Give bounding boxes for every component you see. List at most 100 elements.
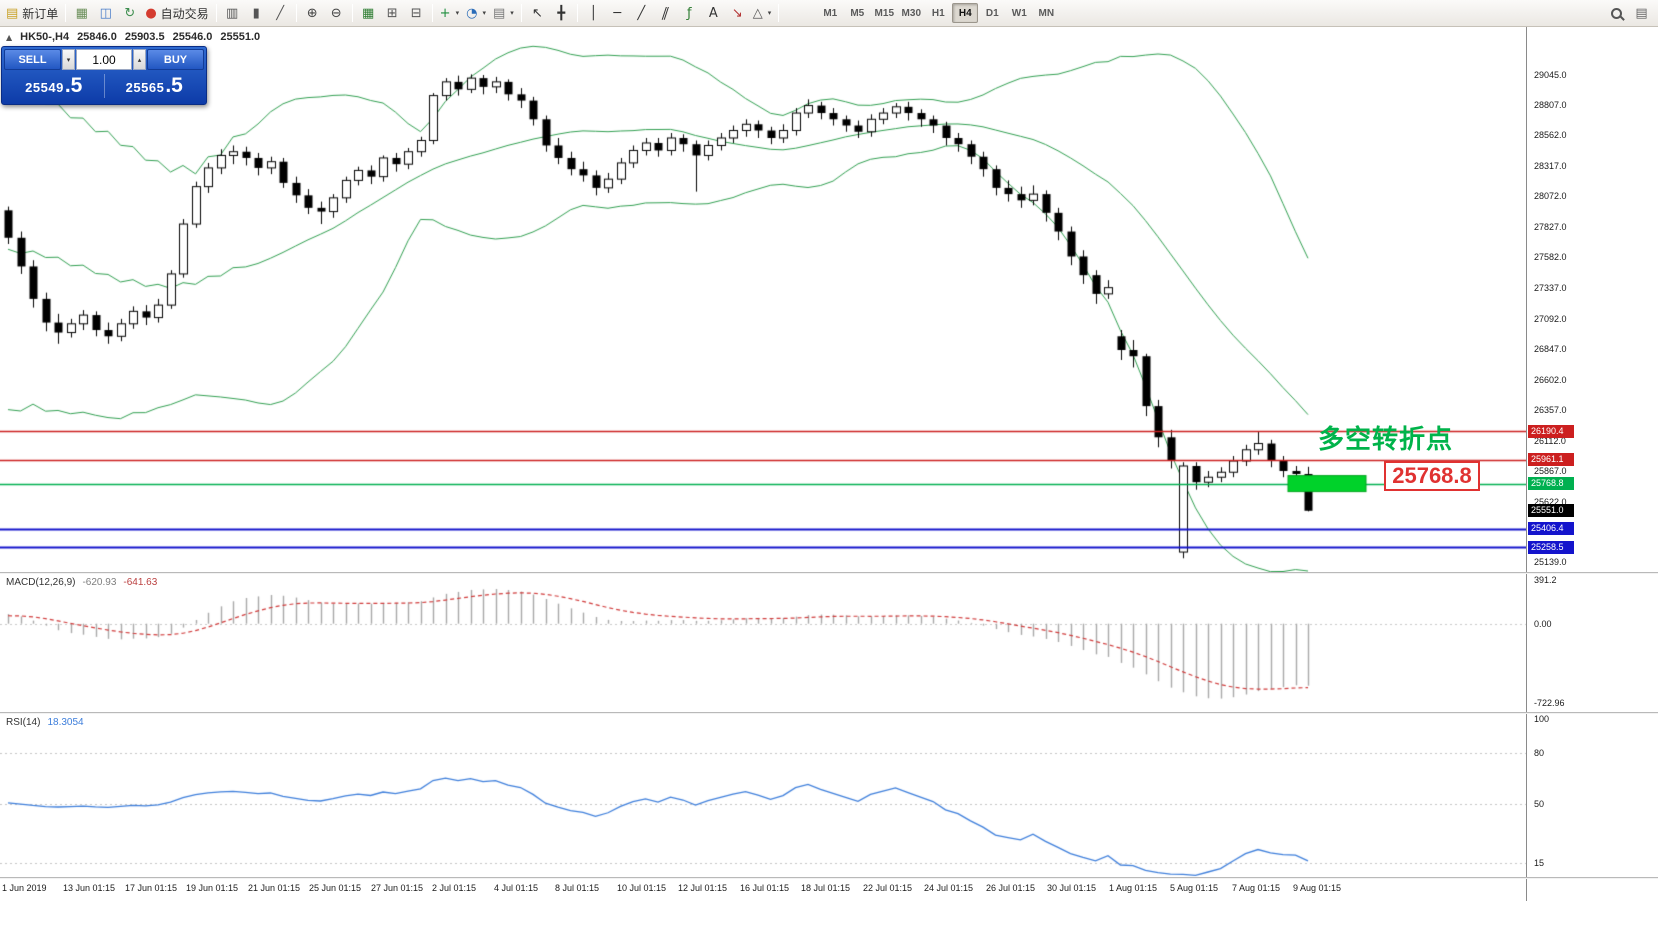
- volume-up-button[interactable]: ▴: [133, 49, 146, 70]
- price-axis-tick: 26357.0: [1534, 405, 1567, 416]
- price-axis-tick: 25622.0: [1534, 496, 1567, 507]
- time-axis-label: 13 Jun 01:15: [63, 883, 116, 893]
- timeframe-button-mn[interactable]: MN: [1038, 7, 1055, 19]
- grid-icon: ▦: [362, 5, 375, 21]
- price-axis-tick: 28562.0: [1534, 130, 1567, 141]
- main-chart-canvas[interactable]: [0, 27, 1526, 572]
- price-level-tag: 25406.4: [1528, 522, 1574, 536]
- time-axis-label: 21 Jun 01:15: [248, 883, 301, 893]
- data-window-button[interactable]: ▤: [1630, 2, 1653, 24]
- turning-point-annotation[interactable]: 多空转折点: [1318, 424, 1454, 454]
- rsi-panel-canvas[interactable]: [0, 714, 1526, 877]
- panel-separator[interactable]: [0, 877, 1658, 879]
- volume-down-button[interactable]: ▾: [62, 49, 75, 70]
- channel-icon[interactable]: ∥: [654, 2, 677, 24]
- panel-separator[interactable]: [0, 572, 1658, 574]
- trendline-icon[interactable]: ╱: [630, 2, 653, 24]
- dropdown-caret-icon: ▾: [510, 9, 514, 17]
- zoom-out-icon: ⊖: [330, 5, 342, 21]
- time-axis-label: 10 Jul 01:15: [617, 883, 667, 893]
- toolbar-separator: [351, 4, 353, 22]
- time-axis-label: 17 Jun 01:15: [125, 883, 178, 893]
- timeframe-button-m30[interactable]: M30: [901, 7, 921, 19]
- price-callout-label[interactable]: 25768.8: [1384, 461, 1480, 491]
- time-axis-label: 24 Jul 01:15: [924, 883, 974, 893]
- line-chart-icon[interactable]: ╱: [269, 2, 292, 24]
- panel-toggle-arrow-icon[interactable]: ▲: [6, 32, 13, 42]
- new-chart-icon[interactable]: ▦: [70, 2, 93, 24]
- autotrade-button[interactable]: ● 自动交易: [142, 2, 211, 24]
- grid-icon[interactable]: ▦: [357, 2, 380, 24]
- macd-axis-tick: 0.00: [1534, 618, 1552, 629]
- sell-price[interactable]: 25549.5: [4, 74, 104, 98]
- tile-windows-icon[interactable]: ⊞: [381, 2, 404, 24]
- arrows-icon[interactable]: ↘: [726, 2, 749, 24]
- one-click-trading-panel: SELL ▾ ▴ BUY 25549.5 25565.5: [1, 46, 207, 105]
- timeframe-button-m1[interactable]: M1: [823, 7, 838, 19]
- zoom-out-icon[interactable]: ⊖: [325, 2, 348, 24]
- toolbar-separator: [520, 4, 522, 22]
- price-axis-tick: 26847.0: [1534, 344, 1567, 355]
- volume-input[interactable]: [76, 49, 132, 70]
- text-icon[interactable]: A: [702, 2, 725, 24]
- templates-icon[interactable]: ▤ ▾: [490, 2, 517, 24]
- time-axis-label: 25 Jun 01:15: [309, 883, 362, 893]
- vertical-line-icon[interactable]: │: [582, 2, 605, 24]
- dropdown-caret-icon: ▾: [455, 9, 460, 17]
- buy-price[interactable]: 25565.5: [105, 74, 205, 98]
- timeframe-button-h4[interactable]: H4: [952, 3, 979, 23]
- indicators-icon[interactable]: + ▾: [437, 2, 462, 24]
- timeframe-button-w1[interactable]: W1: [1011, 7, 1027, 19]
- price-axis-tick: 29045.0: [1534, 70, 1567, 80]
- periods-icon[interactable]: ◔ ▾: [463, 2, 489, 24]
- buy-button[interactable]: BUY: [147, 49, 204, 70]
- price-level-tag: 25258.5: [1528, 540, 1574, 554]
- price-axis[interactable]: 29045.0 28807.0 28562.0 28317.0 28072.0 27827…: [1526, 27, 1658, 901]
- timeframe-button-m5[interactable]: M5: [850, 7, 865, 19]
- profiles-icon[interactable]: ◫: [94, 2, 117, 24]
- zoom-in-icon[interactable]: ⊕: [301, 2, 324, 24]
- rsi-name: RSI(14): [6, 717, 41, 728]
- fibonacci-icon[interactable]: ƒ: [678, 2, 701, 24]
- new-order-button[interactable]: ▤ 新订单: [3, 2, 61, 24]
- cascade-windows-icon: ⊟: [410, 5, 422, 21]
- panel-separator[interactable]: [0, 712, 1658, 714]
- order-doc-icon: ▤: [6, 5, 19, 21]
- macd-panel-canvas[interactable]: [0, 574, 1526, 712]
- timeframe-group: M1 M5 M15 M30 H1 H4 D1 W1 MN: [817, 3, 1059, 23]
- timeframe-button-h1[interactable]: H1: [931, 7, 945, 19]
- bar-chart-icon[interactable]: ▥: [221, 2, 244, 24]
- arrows-icon: ↘: [731, 5, 743, 21]
- macd-indicator-label: MACD(12,26,9) -620.93 -641.63: [6, 577, 157, 588]
- profiles-icon: ◫: [99, 5, 112, 21]
- timeframe-button-m15[interactable]: M15: [874, 7, 894, 19]
- templates-icon: ▤: [492, 5, 506, 21]
- toolbar-right: ▤: [1605, 2, 1655, 24]
- crosshair-icon[interactable]: ╋: [550, 2, 573, 24]
- high-value: 25903.5: [124, 31, 165, 43]
- macd-main-value: -620.93: [82, 577, 117, 588]
- navigator-icon[interactable]: ↻: [118, 2, 141, 24]
- price-axis-tick: 28317.0: [1534, 160, 1567, 171]
- price-level-tag: 25768.8: [1528, 477, 1574, 491]
- sell-button[interactable]: SELL: [4, 49, 61, 70]
- zoom-in-icon: ⊕: [306, 5, 318, 21]
- periods-icon: ◔: [466, 5, 478, 21]
- indicators-icon: +: [439, 5, 451, 21]
- rsi-indicator-label: RSI(14) 18.3054: [6, 717, 84, 728]
- search-button[interactable]: [1605, 2, 1628, 24]
- time-axis-label: 2 Jul 01:15: [432, 883, 477, 893]
- cursor-icon[interactable]: ↖: [526, 2, 549, 24]
- cascade-windows-icon[interactable]: ⊟: [405, 2, 428, 24]
- candlestick-icon[interactable]: ▮: [245, 2, 268, 24]
- vertical-line-icon: │: [589, 5, 598, 21]
- autotrade-button-label: 自动交易: [160, 6, 209, 21]
- time-axis[interactable]: 1 Jun 2019 13 Jun 01:15 17 Jun 01:15 19 Jun…: [0, 879, 1526, 901]
- timeframe-button-d1[interactable]: D1: [985, 7, 999, 19]
- time-axis-label: 8 Jul 01:15: [555, 883, 600, 893]
- time-axis-label: 26 Jul 01:15: [986, 883, 1036, 893]
- horizontal-line-icon[interactable]: ─: [606, 2, 629, 24]
- shapes-icon[interactable]: △ ▾: [750, 2, 775, 24]
- macd-signal-value: -641.63: [123, 577, 158, 588]
- toolbar-separator: [778, 4, 780, 22]
